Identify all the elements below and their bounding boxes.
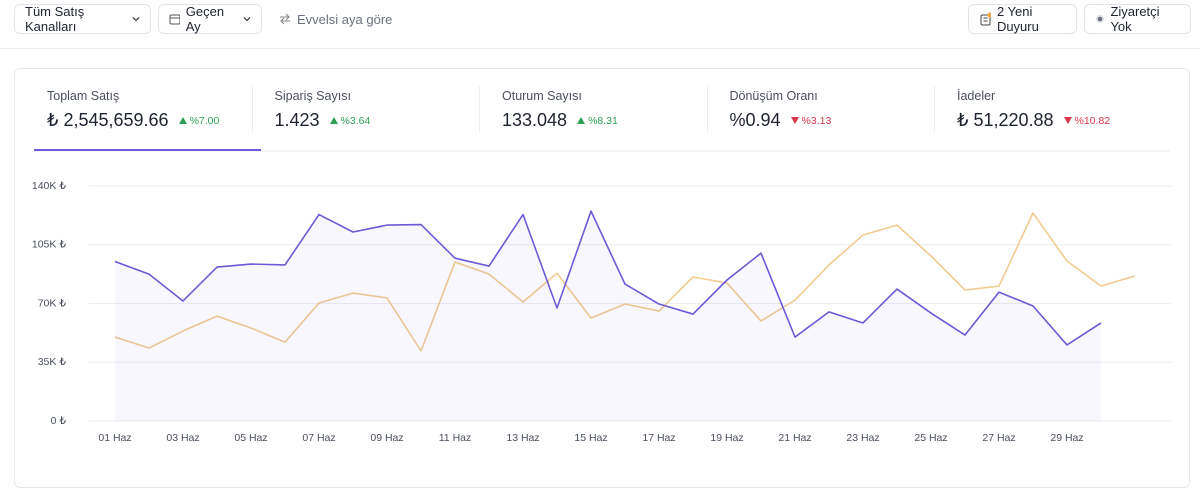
kpi-change: %8.31	[577, 115, 618, 127]
trend-arrow	[577, 117, 586, 124]
kpi-value-row: 1.423 %3.64	[275, 110, 371, 131]
x-tick-label: 17 Haz	[642, 432, 675, 444]
y-tick-label: 140K ₺	[32, 180, 66, 192]
kpi-label: Oturum Sayısı	[502, 89, 582, 103]
kpi-change-text: %3.13	[801, 114, 832, 127]
kpi-change-text: %7.00	[189, 114, 220, 127]
trend-arrow-shape	[329, 117, 338, 124]
kpi-separator	[251, 86, 253, 132]
trend-arrow-shape	[577, 117, 586, 124]
announcements-label: 2 Yeni Duyuru	[996, 4, 1039, 34]
x-tick-label: 15 Haz	[574, 432, 607, 444]
y-tick-label: 35K ₺	[38, 356, 67, 368]
x-tick-label: 05 Haz	[234, 432, 267, 444]
kpi-value: 133.048	[502, 110, 568, 130]
x-tick-label: 19 Haz	[710, 432, 743, 444]
trend-arrow	[790, 117, 799, 124]
x-tick-label: 07 Haz	[302, 432, 335, 444]
toolbar: Tüm Satış Kanalları Geçen Ay Evvelsi aya…	[0, 0, 1200, 49]
trend-arrow	[178, 117, 187, 124]
chevron	[243, 17, 251, 22]
kpi-change-text: %8.31	[588, 114, 618, 127]
channel-label: Tüm Satış Kanalları	[25, 4, 85, 34]
kpi-label: Sipariş Sayısı	[274, 89, 351, 103]
kpi-change: %3.64	[329, 114, 371, 127]
x-tick-label: 23 Haz	[846, 432, 879, 444]
y-tick-label: 70K ₺	[38, 297, 67, 309]
status-dot	[1096, 15, 1104, 23]
x-tick-label: 27 Haz	[982, 432, 1015, 444]
x-tick-label: 11 Haz	[439, 432, 472, 444]
kpi-value: 1.423	[274, 110, 320, 130]
trend-arrow	[1063, 117, 1072, 124]
area-fill	[115, 211, 1101, 421]
kpi-value-row: %0.94 %3.13	[730, 110, 832, 131]
kpi-tab[interactable]: Sipariş Sayısı 1.423 %3.64	[262, 80, 489, 150]
chevron	[132, 17, 140, 22]
kpi-change: %10.82	[1063, 114, 1111, 127]
x-tick-label: 25 Haz	[914, 432, 947, 444]
visitors-label: Ziyaretçi Yok	[1110, 4, 1160, 34]
channel-select[interactable]: Tüm Satış Kanalları	[14, 4, 151, 34]
chart: 0 ₺ 35K ₺ 70K ₺ 105K ₺ 140K ₺ 01 Haz 03 Haz 05 …	[32, 149, 1171, 444]
kpi-tab[interactable]: Oturum Sayısı 133.048 %8.31	[489, 80, 716, 150]
kpi-value: ₺ 2,545,659.66	[47, 110, 169, 130]
swap-icon	[280, 13, 290, 25]
compare-label: Evvelsi aya göre	[297, 11, 393, 27]
kpi-tab[interactable]: İadeler ₺ 51,220.88 %10.82	[944, 80, 1171, 150]
kpi-separator	[479, 86, 480, 132]
kpi-label: Toplam Satış	[47, 89, 120, 103]
x-tick-label: 29 Haz	[1050, 432, 1083, 444]
kpi-change: %7.00	[178, 114, 220, 127]
kpi-value-row: ₺ 51,220.88 %10.82	[957, 110, 1110, 131]
period-select[interactable]: Geçen Ay	[158, 4, 262, 34]
calendar-icon	[169, 14, 180, 25]
y-tick-label: 0 ₺	[51, 415, 67, 427]
line	[114, 212, 1136, 352]
trend-arrow-shape	[1063, 117, 1072, 124]
y-tick-label: 105K ₺	[32, 239, 66, 251]
visitors-status[interactable]: Ziyaretçi Yok	[1084, 4, 1191, 34]
kpi-label: Dönüşüm Oranı	[729, 89, 818, 103]
trend-arrow-shape	[178, 117, 187, 124]
x-tick-label: 13 Haz	[506, 432, 539, 444]
kpi-label: İadeler	[957, 89, 996, 103]
x-tick-label: 03 Haz	[166, 432, 199, 444]
kpi-value-row: 133.048 %8.31	[502, 110, 618, 131]
period-label: Geçen Ay	[185, 4, 225, 34]
kpi-value-row: ₺ 2,545,659.66 %7.00	[47, 110, 219, 131]
x-tick-label: 09 Haz	[370, 432, 403, 444]
announcement-icon	[980, 12, 991, 26]
line	[114, 210, 1102, 346]
kpi-separator	[706, 86, 708, 132]
kpi-change-text: %10.82	[1074, 114, 1111, 127]
trend-arrow	[329, 117, 338, 124]
kpi-value: ₺ 51,220.88	[957, 110, 1054, 130]
x-tick-label: 01 Haz	[98, 432, 131, 444]
kpi-tab[interactable]: Dönüşüm Oranı %0.94 %3.13	[717, 80, 944, 150]
kpi-separator	[934, 86, 935, 132]
x-tick-label: 21 Haz	[778, 432, 811, 444]
kpi-value: %0.94	[729, 110, 781, 130]
kpi-tab[interactable]: Toplam Satış ₺ 2,545,659.66 %7.00	[34, 80, 261, 150]
trend-arrow-shape	[790, 117, 799, 124]
compare-toggle[interactable]: Evvelsi aya göre	[279, 4, 392, 34]
kpi-change: %3.13	[790, 114, 832, 127]
announcements-button[interactable]: 2 Yeni Duyuru	[968, 4, 1077, 34]
kpi-change-text: %3.64	[340, 114, 371, 127]
